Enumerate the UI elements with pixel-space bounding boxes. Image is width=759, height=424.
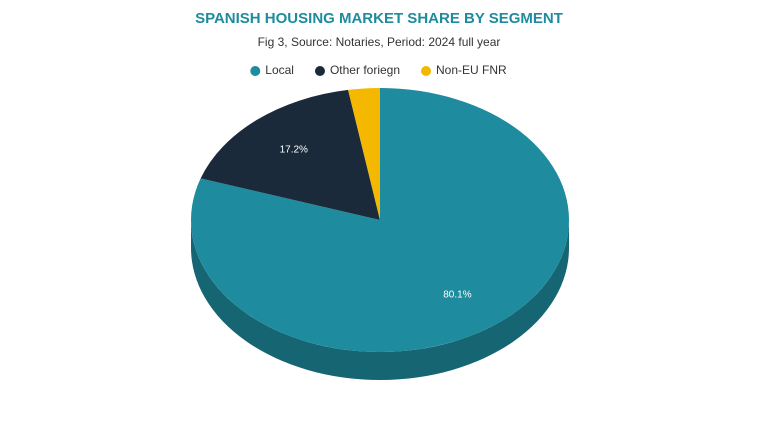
legend-marker bbox=[250, 66, 261, 76]
data-label: 80.1% bbox=[443, 290, 471, 301]
data-label: 17.2% bbox=[280, 145, 308, 156]
legend-marker bbox=[421, 66, 432, 76]
chart-subtitle: Fig 3, Source: Notaries, Period: 2024 fu… bbox=[258, 35, 501, 49]
pie-slice bbox=[200, 89, 380, 220]
legend-marker bbox=[314, 66, 325, 76]
legend-label: Other foriegn bbox=[330, 63, 400, 77]
chart-title: SPANISH HOUSING MARKET SHARE BY SEGMENT bbox=[195, 10, 563, 27]
legend-label: Local bbox=[265, 63, 294, 77]
pie-slice bbox=[348, 88, 380, 220]
pie-slice-side bbox=[191, 220, 569, 380]
legend-label: Non-EU FNR bbox=[436, 63, 507, 77]
